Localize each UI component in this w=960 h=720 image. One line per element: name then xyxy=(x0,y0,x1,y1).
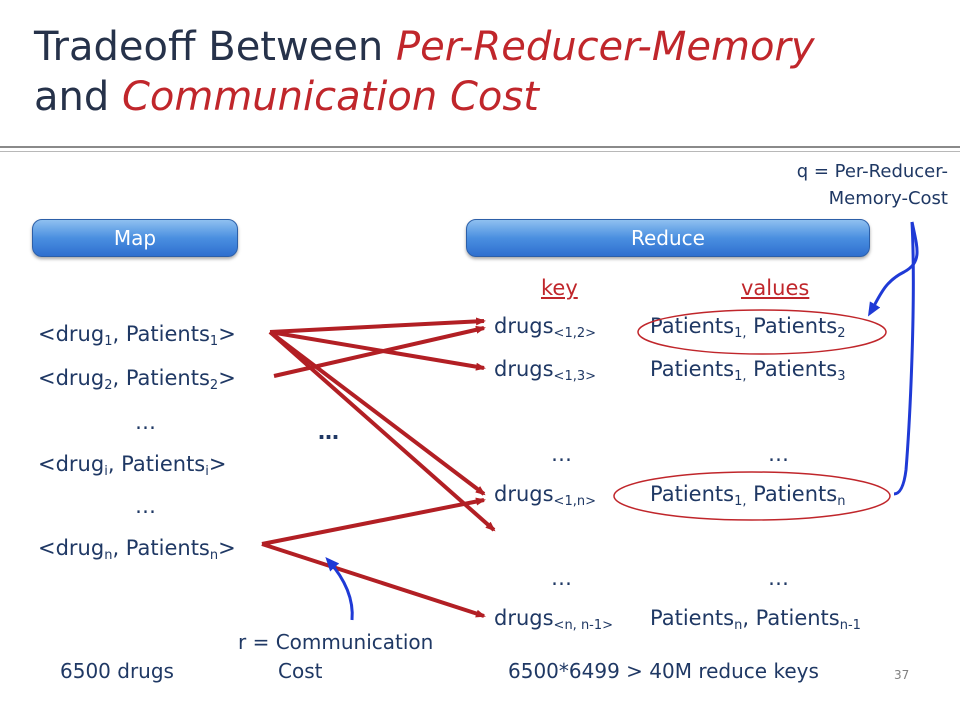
reduce-key-ellipsis-1: … xyxy=(551,442,572,466)
title-divider-thin xyxy=(0,151,960,152)
shuffle-arrow-2-to-12 xyxy=(273,325,486,378)
shuffle-arrow-n-to-nn1 xyxy=(261,542,486,618)
r-annotation-line1: r = Communication xyxy=(238,630,434,654)
q-annotation-line2: Memory-Cost xyxy=(828,188,948,209)
q-brace-icon xyxy=(867,221,919,317)
reduce-key-3: drugs<1,n> xyxy=(494,482,596,509)
map-item-2: <drug2, Patients2> xyxy=(38,366,236,393)
map-pill: Map xyxy=(32,219,238,257)
reduce-pill-label: Reduce xyxy=(631,226,705,250)
page-number: 37 xyxy=(894,668,910,682)
title-text-1: Tradeoff Between xyxy=(34,24,396,70)
reduce-pill: Reduce xyxy=(466,219,870,257)
shuffle-arrow-1-down xyxy=(268,330,496,532)
footer-drug-count: 6500 drugs xyxy=(60,659,174,683)
title-text-2: and xyxy=(34,74,122,120)
map-ellipsis-2: … xyxy=(135,494,156,518)
map-ellipsis-1: … xyxy=(135,410,156,434)
reduce-key-ellipsis-2: … xyxy=(551,566,572,590)
reduce-values-1: Patients1, Patients2 xyxy=(650,314,846,341)
reduce-key-4: drugs<n, n-1> xyxy=(494,606,614,633)
map-item-n: <drugn, Patientsn> xyxy=(38,536,236,563)
q-brace-line-icon xyxy=(893,221,915,496)
r-arrow-icon xyxy=(325,557,354,621)
title-emphasis-1: Per-Reducer-Memory xyxy=(396,24,815,70)
reduce-values-3: Patients1, Patientsn xyxy=(650,482,846,509)
reduce-values-2: Patients1, Patients3 xyxy=(650,357,846,384)
key-header: key xyxy=(541,276,578,300)
map-item-1: <drug1, Patients1> xyxy=(38,322,236,349)
shuffle-arrow-1-to-13 xyxy=(269,330,486,371)
shuffle-arrow-1-to-12 xyxy=(269,317,486,334)
map-pill-label: Map xyxy=(113,226,157,250)
q-annotation: q = Per-Reducer- Memory-Cost xyxy=(797,158,948,212)
reduce-values-ellipsis-2: … xyxy=(768,566,789,590)
r-annotation-line2: Cost xyxy=(278,659,323,683)
highlight-ellipse-2 xyxy=(613,471,891,521)
reduce-key-2: drugs<1,3> xyxy=(494,357,597,384)
footer-reduce-keys: 6500*6499 > 40M reduce keys xyxy=(508,659,819,683)
shuffle-arrow-1-to-1n xyxy=(268,330,486,496)
highlight-ellipse-1 xyxy=(637,309,887,355)
arrows-ellipsis: … xyxy=(318,420,339,444)
values-header: values xyxy=(741,276,810,300)
slide-title: Tradeoff Between Per-Reducer-Memory and … xyxy=(34,22,815,122)
reduce-key-1: drugs<1,2> xyxy=(494,314,597,341)
map-item-i: <drugi, Patientsi> xyxy=(38,452,227,479)
q-annotation-line1: q = Per-Reducer- xyxy=(796,161,948,182)
reduce-values-4: Patientsn, Patientsn-1 xyxy=(650,606,861,633)
reduce-values-ellipsis-1: … xyxy=(768,442,789,466)
shuffle-arrow-n-to-1n xyxy=(261,497,486,546)
title-divider xyxy=(0,146,960,148)
r-annotation: r = Communication Cost xyxy=(238,628,433,686)
title-emphasis-2: Communication Cost xyxy=(121,74,539,120)
